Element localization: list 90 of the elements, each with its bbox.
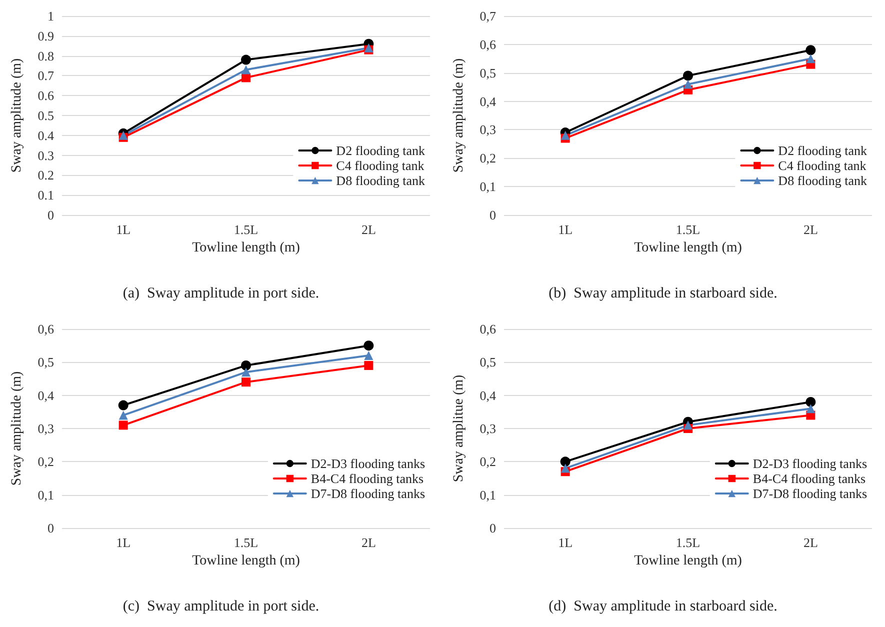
legend-label: C4 flooding tank (336, 158, 425, 173)
point (118, 410, 128, 420)
point (560, 464, 570, 473)
y-tick-label: 0,3 (480, 421, 496, 436)
y-tick-label: 0,5 (480, 65, 496, 80)
y-tick-label: 0,6 (480, 36, 496, 52)
text: (c) Sway amplitude in port side. (122, 598, 320, 614)
point (242, 368, 250, 377)
legend-label: B4-C4 flooding tanks (310, 471, 424, 486)
y-axis-title: Sway amplitude (m) (10, 371, 24, 486)
legend-label: C4 flooding tank (778, 158, 867, 173)
text: (b) Sway amplitude in starboard side. (548, 286, 778, 302)
point (364, 340, 374, 351)
y-tick-label: 0 (48, 520, 54, 536)
y-tick-label: 0,6 (480, 322, 496, 336)
point (806, 54, 816, 64)
y-tick-label: 0.7 (38, 68, 54, 84)
y-axis-title: Sway amplitude (m) (452, 58, 466, 173)
x-tick-label: 1L (558, 222, 573, 237)
legend-label: D7-D8 flooding tanks (752, 486, 868, 501)
y-tick-label: 0 (48, 208, 54, 222)
point (684, 80, 692, 89)
y-tick-label: 0,2 (480, 150, 496, 166)
x-tick-label: 2L (803, 535, 818, 550)
y-tick-label: 0,1 (480, 179, 496, 194)
x-tick-label: 2L (361, 535, 376, 550)
y-tick-label: 0,7 (480, 8, 496, 24)
y-tick-label: 0,1 (38, 487, 54, 502)
text: (d) Sway amplitude in starboard side. (548, 598, 778, 614)
y-tick-label: 0,5 (480, 354, 496, 370)
y-tick-label: 0.5 (38, 108, 54, 123)
y-tick-label: 0,3 (38, 421, 54, 436)
legend-label: D8 flooding tank (336, 173, 426, 188)
y-tick-label: 0,4 (38, 388, 54, 403)
legend-label: B4-C4 flooding tanks (752, 471, 866, 486)
legend-label: D2 flooding tank (336, 143, 426, 158)
legend-label: D7-D8 flooding tanks (310, 486, 426, 501)
text: (a) Sway amplitude in port side. (122, 286, 320, 302)
point (806, 396, 816, 407)
point (683, 70, 693, 81)
legend-label: D2-D3 flooding tanks (310, 456, 426, 471)
y-tick-label: 0,4 (480, 388, 496, 403)
legend-label: D8 flooding tank (778, 173, 868, 188)
y-tick-label: 0.1 (38, 188, 54, 203)
x-tick-label: 1L (116, 535, 131, 550)
y-tick-label: 0,6 (38, 322, 54, 336)
x-tick-label: 1L (116, 222, 131, 237)
point (806, 404, 816, 414)
legend-label: D2 flooding tank (778, 143, 868, 158)
y-tick-label: 0.4 (38, 128, 54, 143)
point (118, 420, 128, 430)
y-tick-label: 0.3 (38, 148, 54, 163)
point (241, 54, 251, 65)
legend-label: D2-D3 flooding tanks (752, 456, 868, 471)
x-axis-title: Towline length (m) (634, 554, 742, 568)
y-axis-title: Sway amplitue (m) (452, 374, 466, 482)
x-tick-label: 2L (803, 222, 818, 237)
point (242, 65, 250, 74)
point (364, 360, 374, 370)
y-tick-label: 0 (490, 520, 496, 536)
point (560, 130, 570, 140)
y-tick-label: 0.9 (38, 28, 54, 44)
x-tick-label: 1.5L (676, 535, 700, 550)
y-tick-label: 0 (490, 208, 496, 222)
y-axis-title: Sway amplitude (m) (10, 58, 24, 173)
y-tick-label: 0,1 (480, 487, 496, 502)
x-tick-label: 1.5L (234, 222, 258, 237)
y-tick-label: 0.2 (38, 168, 54, 183)
point (806, 45, 816, 56)
y-tick-label: 0,4 (480, 94, 496, 109)
point (560, 456, 570, 467)
y-tick-label: 0.6 (38, 88, 54, 104)
point (118, 400, 128, 410)
y-tick-label: 0,2 (38, 454, 54, 470)
point (241, 360, 251, 370)
x-axis-title: Towline length (m) (192, 554, 300, 568)
x-tick-label: 1.5L (234, 535, 258, 550)
y-tick-label: 1 (48, 8, 54, 24)
x-tick-label: 1.5L (676, 222, 700, 237)
x-tick-label: 2L (361, 222, 376, 237)
x-tick-label: 1L (558, 535, 573, 550)
point (684, 420, 692, 430)
point (364, 351, 374, 360)
point (242, 378, 250, 387)
y-tick-label: 0,2 (480, 454, 496, 470)
y-tick-label: 0,5 (38, 354, 54, 370)
x-axis-title: Towline length (m) (192, 240, 300, 256)
y-tick-label: 0.8 (38, 48, 54, 64)
y-tick-label: 0,3 (480, 122, 496, 138)
x-axis-title: Towline length (m) (634, 240, 742, 256)
